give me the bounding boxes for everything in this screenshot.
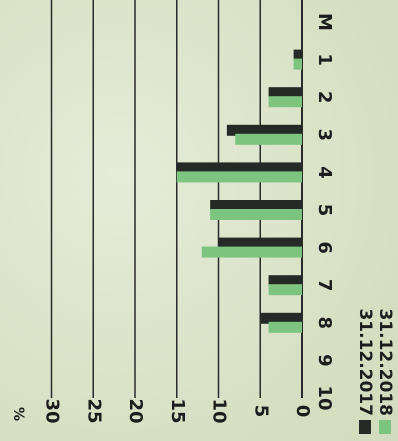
bar-2017-8 [260, 312, 302, 324]
bar-2017-5 [210, 200, 302, 211]
bar-2018-2 [268, 96, 302, 108]
category-label: 1 [314, 53, 335, 66]
bar-2017-3 [226, 124, 302, 136]
category-label: 2 [314, 91, 335, 104]
bar-2018-6 [201, 246, 302, 258]
legend-label-2018: 31.12.2018 [375, 308, 395, 416]
bar-2018-7 [268, 284, 302, 296]
legend-swatch-2018 [379, 420, 391, 434]
unit-label-group: % [10, 407, 26, 421]
category-label: 3 [314, 129, 335, 142]
bar-2018-5 [210, 209, 302, 220]
legend: 31.12.2017 31.12.2018 [355, 308, 395, 434]
category-label: 10 [314, 385, 335, 410]
bar-2017-4 [176, 162, 302, 174]
category-label: M [314, 13, 335, 31]
bar-2018-3 [235, 133, 302, 145]
category-label: 7 [314, 279, 335, 292]
tick-label: 10 [209, 398, 230, 423]
category-labels: M 1 2 3 4 5 6 7 8 9 10 [314, 13, 335, 410]
bars [176, 49, 302, 333]
bar-2017-2 [268, 87, 302, 99]
bar-2017-1 [293, 49, 302, 61]
category-label: 6 [314, 241, 335, 254]
gridlines [50, 0, 303, 398]
tick-label: 25 [83, 398, 104, 423]
category-label: 9 [314, 354, 335, 367]
category-label: 8 [314, 317, 335, 330]
value-axis-ticks: 0 5 10 15 20 25 30 [42, 398, 314, 423]
unit-label: % [10, 407, 26, 421]
tick-label: 20 [125, 398, 146, 423]
category-label: 5 [314, 204, 335, 217]
tick-label: 30 [42, 398, 63, 423]
legend-label-2017: 31.12.2017 [355, 308, 375, 416]
category-label: 4 [314, 166, 335, 179]
tick-label: 5 [250, 405, 271, 418]
tick-label: 0 [292, 405, 313, 418]
bar-2018-4 [176, 171, 302, 183]
tick-label: 15 [167, 398, 188, 423]
legend-swatch-2017 [359, 420, 371, 434]
bar-2018-1 [293, 58, 302, 70]
bar-2017-6 [218, 237, 302, 249]
bar-2018-8 [268, 321, 302, 333]
bar-2017-7 [268, 275, 302, 287]
